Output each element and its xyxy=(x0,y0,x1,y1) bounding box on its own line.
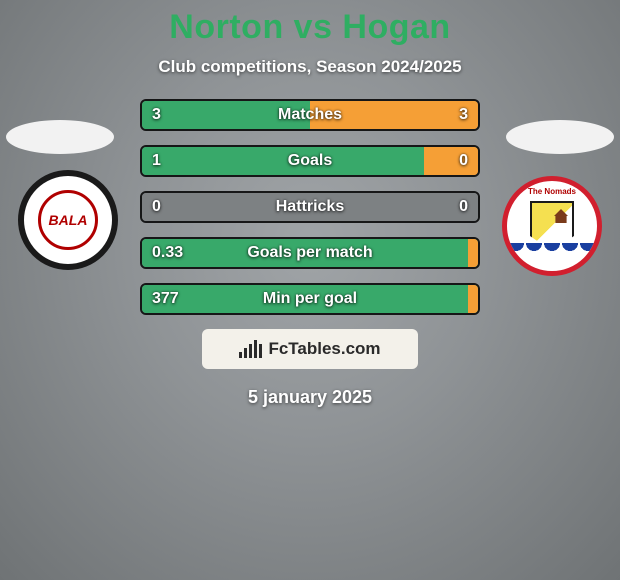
content-root: Norton vs Hogan Club competitions, Seaso… xyxy=(0,0,620,580)
crest-right: The Nomads xyxy=(502,176,602,276)
branding-text: FcTables.com xyxy=(268,339,380,359)
bar-left-half: 0.33 xyxy=(142,239,478,267)
nomads-shield-icon xyxy=(530,201,574,251)
bar-right-half: 0 xyxy=(310,193,478,221)
bar-row: 0.33Goals per match xyxy=(140,237,480,269)
bar-right-half: 3 xyxy=(310,101,478,129)
bar-left-value: 3 xyxy=(152,106,161,124)
bar-right-value: 3 xyxy=(459,106,468,124)
nomads-top-text: The Nomads xyxy=(528,187,576,196)
bar-right-half xyxy=(468,285,478,313)
flag-left xyxy=(6,120,114,154)
bar-left-half: 1 xyxy=(142,147,424,175)
bala-crest-inner: BALA xyxy=(38,190,98,250)
bar-left-half: 3 xyxy=(142,101,310,129)
nomads-crest-outer: The Nomads xyxy=(502,176,602,276)
flag-right xyxy=(506,120,614,154)
bar-left-value: 0.33 xyxy=(152,244,183,262)
bar-left-half: 0 xyxy=(142,193,310,221)
bar-left-value: 377 xyxy=(152,290,179,308)
bar-row: 10Goals xyxy=(140,145,480,177)
bar-left-value: 1 xyxy=(152,152,161,170)
bar-row: 00Hattricks xyxy=(140,191,480,223)
bar-left-half: 377 xyxy=(142,285,478,313)
fctables-icon xyxy=(239,340,262,358)
footer-date: 5 january 2025 xyxy=(0,387,620,408)
bar-left-value: 0 xyxy=(152,198,161,216)
bar-right-half: 0 xyxy=(424,147,478,175)
branding-box: FcTables.com xyxy=(202,329,418,369)
comparison-bars: 33Matches10Goals00Hattricks0.33Goals per… xyxy=(140,99,480,315)
bar-right-value: 0 xyxy=(459,198,468,216)
bar-right-half xyxy=(468,239,478,267)
bar-row: 33Matches xyxy=(140,99,480,131)
crest-left: BALA xyxy=(18,170,118,270)
page-title: Norton vs Hogan xyxy=(0,8,620,47)
bar-right-value: 0 xyxy=(459,152,468,170)
bala-crest-outer: BALA xyxy=(18,170,118,270)
bar-row: 377Min per goal xyxy=(140,283,480,315)
subtitle: Club competitions, Season 2024/2025 xyxy=(0,57,620,77)
nomads-waves-icon xyxy=(507,243,597,263)
